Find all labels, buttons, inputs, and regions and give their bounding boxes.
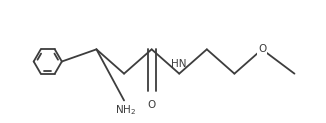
Text: NH$_2$: NH$_2$ [115,103,136,117]
Text: HN: HN [171,59,187,69]
Text: O: O [147,100,156,110]
Text: O: O [258,44,266,54]
